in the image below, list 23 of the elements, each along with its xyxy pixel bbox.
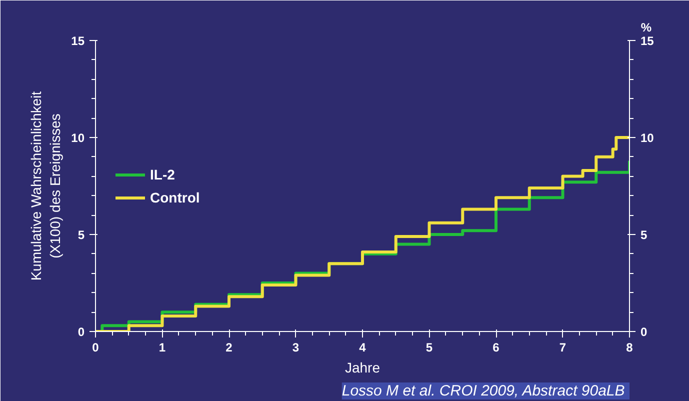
y2-tick-label: 10 xyxy=(640,131,654,145)
x-tick-label: 7 xyxy=(559,340,566,354)
y-tick-label: 10 xyxy=(71,131,85,145)
x-tick-label: 6 xyxy=(492,340,500,354)
x-tick-label: 3 xyxy=(292,340,300,354)
legend-label: IL-2 xyxy=(150,166,175,182)
y2-axis-title: % xyxy=(640,20,652,34)
y-tick-label: 5 xyxy=(78,228,85,242)
y-axis-title: Kumulative Wahrscheinlichkeit (X100) des Ereignisses xyxy=(28,91,64,281)
x-tick-label: 2 xyxy=(226,340,233,354)
y2-tick-label: 0 xyxy=(640,325,648,339)
legend-label: Control xyxy=(150,189,200,205)
x-tick-label: 1 xyxy=(158,340,166,354)
x-tick-label: 4 xyxy=(359,340,366,354)
y-tick-label: 15 xyxy=(71,34,85,48)
x-axis-title: Jahre xyxy=(344,360,380,376)
y2-tick-label: 15 xyxy=(640,34,654,48)
x-tick-label: 8 xyxy=(626,340,634,354)
x-tick-label: 5 xyxy=(426,340,433,354)
text: Losso M et al. CROI 2009, Abstract 90aLB xyxy=(342,382,625,400)
x-tick-label: 0 xyxy=(92,340,100,354)
y2-tick-label: 5 xyxy=(640,228,648,242)
y-tick-label: 0 xyxy=(78,325,85,339)
